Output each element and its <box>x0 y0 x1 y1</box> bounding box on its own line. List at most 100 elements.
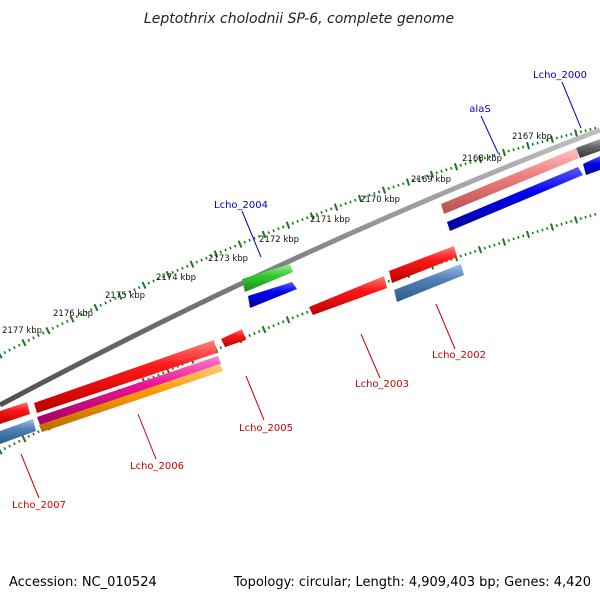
minor-tick <box>195 260 199 264</box>
minor-tick <box>493 243 496 247</box>
minor-tick <box>483 246 486 250</box>
gene-lcho-2007-feature[interactable] <box>0 402 30 424</box>
kbp-label: 2171 kbp <box>310 215 350 225</box>
gene-lcho-2006-feature[interactable] <box>34 340 217 413</box>
gene-lcho-2004-feature[interactable] <box>242 264 293 292</box>
major-tick <box>357 194 363 203</box>
minor-tick <box>281 320 285 324</box>
minor-tick <box>354 198 357 202</box>
minor-tick <box>493 153 496 157</box>
gene-label-lcho-2004[interactable]: Lcho_2004 <box>214 200 268 211</box>
gene-feature-magenta[interactable] <box>37 356 221 425</box>
minor-tick <box>171 270 175 275</box>
kbp-label: 2172 kbp <box>259 235 299 245</box>
minor-tick <box>257 329 261 334</box>
minor-tick <box>56 324 59 328</box>
minor-tick <box>272 324 275 328</box>
gene-callouts <box>20 81 582 499</box>
minor-tick <box>209 254 213 258</box>
minor-tick <box>469 160 472 164</box>
callout-line <box>20 453 40 499</box>
gene-feature-orange[interactable] <box>39 364 223 432</box>
callout-line <box>360 333 381 379</box>
minor-tick <box>248 238 251 242</box>
minor-tick <box>80 312 83 316</box>
minor-tick <box>450 166 453 170</box>
gene-feature-blue[interactable] <box>248 282 297 308</box>
minor-tick <box>546 226 549 230</box>
gene-label-alas[interactable]: alaS <box>469 104 490 115</box>
minor-tick <box>161 275 165 279</box>
major-tick <box>261 325 267 334</box>
minor-tick <box>65 319 69 323</box>
gene-lcho-2002-feature[interactable] <box>389 246 457 283</box>
gene-features <box>0 139 600 444</box>
minor-tick <box>546 139 549 142</box>
minor-tick <box>272 229 275 233</box>
minor-tick <box>579 217 582 221</box>
minor-tick <box>267 231 271 235</box>
minor-tick <box>301 312 304 316</box>
gene-lcho-2003-feature[interactable] <box>309 276 387 315</box>
minor-tick <box>387 279 390 283</box>
minor-tick <box>531 142 534 146</box>
gene-label-lcho-2002[interactable]: Lcho_2002 <box>432 350 486 361</box>
callout-line <box>561 81 582 129</box>
minor-tick <box>305 216 309 220</box>
minor-tick <box>113 296 117 301</box>
minor-tick <box>61 322 64 326</box>
major-tick <box>453 162 459 171</box>
gene-labels: Lcho_2000 alaS Lcho_2004 Lcho_2002 Lcho_… <box>12 70 587 511</box>
minor-tick <box>253 331 256 336</box>
major-tick <box>21 435 27 443</box>
minor-tick <box>536 141 539 145</box>
minor-tick <box>536 229 539 233</box>
gene-alas-feature[interactable] <box>441 148 579 214</box>
gene-feature-blue[interactable] <box>583 156 600 175</box>
gene-label-lcho-2005[interactable]: Lcho_2005 <box>239 423 293 434</box>
minor-tick <box>565 134 568 137</box>
minor-tick <box>570 132 573 136</box>
minor-tick <box>488 155 491 159</box>
minor-tick <box>531 231 534 235</box>
minor-tick <box>267 326 271 330</box>
minor-tick <box>560 135 563 139</box>
minor-tick <box>219 346 223 350</box>
callout-line <box>245 375 265 421</box>
gene-feature-steelblue[interactable] <box>394 264 464 302</box>
kbp-label: 2177 kbp <box>2 326 42 336</box>
major-tick <box>526 141 530 150</box>
minor-tick <box>474 249 477 253</box>
minor-tick <box>522 234 525 238</box>
gene-label-lcho-2006[interactable]: Lcho_2006 <box>130 461 184 472</box>
minor-tick <box>421 175 424 179</box>
minor-tick <box>37 333 40 338</box>
minor-tick <box>277 227 280 231</box>
major-tick <box>478 155 482 164</box>
minor-tick <box>17 439 21 443</box>
minor-tick <box>27 338 31 342</box>
gene-lcho-2000-feature[interactable] <box>576 139 600 158</box>
major-tick <box>45 327 51 335</box>
gene-label-lcho-2003[interactable]: Lcho_2003 <box>355 379 409 390</box>
minor-tick <box>17 343 21 347</box>
minor-tick <box>253 236 256 240</box>
gene-label-lcho-2000[interactable]: Lcho_2000 <box>533 70 587 81</box>
gene-lcho-2005-feature[interactable] <box>221 329 246 347</box>
major-tick <box>333 203 339 211</box>
minor-tick <box>459 254 462 258</box>
minor-tick <box>387 187 390 191</box>
gene-feature-blue[interactable] <box>447 167 583 231</box>
major-tick <box>21 339 27 347</box>
major-tick <box>429 170 435 179</box>
gene-label-lcho-2007[interactable]: Lcho_2007 <box>12 500 66 511</box>
minor-tick <box>512 237 515 241</box>
major-tick <box>117 292 123 300</box>
kbp-label: 2174 kbp <box>156 273 196 283</box>
outer-tick-ring <box>0 126 597 359</box>
kbp-label: 2173 kbp <box>208 254 248 264</box>
gene-feature-steelblue[interactable] <box>0 419 36 444</box>
minor-tick <box>464 253 467 256</box>
minor-tick <box>541 228 544 232</box>
